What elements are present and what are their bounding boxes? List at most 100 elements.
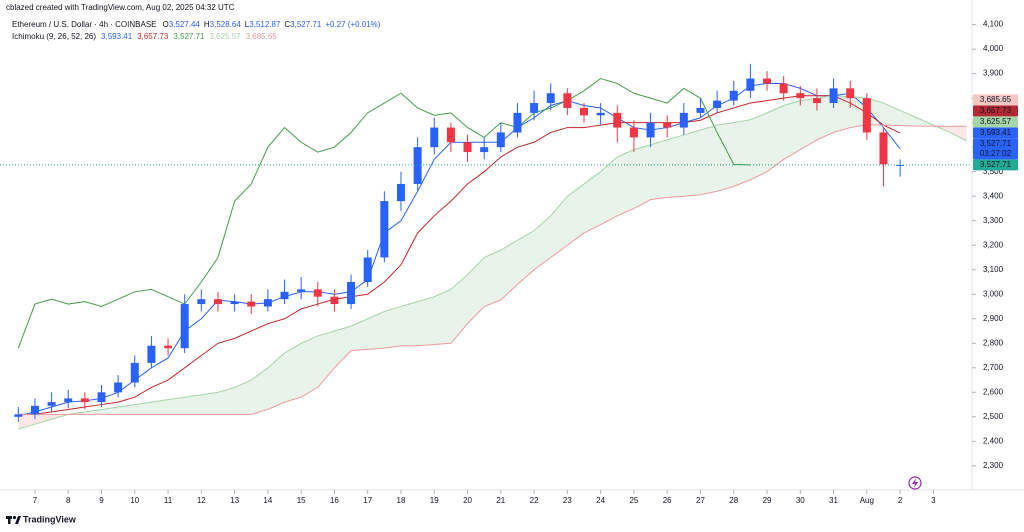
- y-tick-label: 2,600: [983, 387, 1004, 396]
- cloud: [700, 125, 718, 195]
- candle-body: [114, 382, 123, 393]
- x-tick-label: 25: [629, 496, 638, 505]
- y-tick-label: 2,300: [983, 461, 1004, 470]
- cloud: [650, 139, 668, 200]
- symbol: Ethereum / U.S. Dollar · 4h · COINBASE: [12, 20, 157, 29]
- candle-body: [64, 398, 73, 403]
- cloud: [900, 110, 917, 127]
- x-tick-label: 23: [563, 496, 572, 505]
- y-tick-label: 2,900: [983, 314, 1004, 323]
- change: +0.27 (+0.01%): [325, 20, 380, 29]
- candle-body: [530, 103, 539, 113]
- cloud: [484, 250, 501, 307]
- cloud: [717, 122, 734, 192]
- cloud: [816, 95, 834, 140]
- indicator-name: Ichimoku (9, 26, 52, 26): [12, 32, 96, 41]
- candle-body: [862, 98, 871, 133]
- cloud: [301, 335, 318, 398]
- indicator-value: 3,625.57: [209, 32, 241, 41]
- x-tick-label: 9: [99, 496, 104, 505]
- x-tick-label: 13: [230, 496, 239, 505]
- y-tick-label: 4,100: [983, 20, 1004, 29]
- x-tick-label: 12: [197, 496, 206, 505]
- cloud: [367, 311, 385, 350]
- x-tick-label: 16: [330, 496, 339, 505]
- cloud: [384, 306, 401, 349]
- x-tick-label: 18: [397, 496, 406, 505]
- candle-body: [413, 147, 422, 184]
- candle-body: [580, 107, 588, 116]
- logo-part: [12, 515, 17, 520]
- candle-body: [297, 289, 306, 292]
- x-tick-label: 17: [363, 496, 372, 505]
- candle-body: [247, 301, 256, 307]
- y-tick-label: 2,700: [983, 363, 1004, 372]
- ohlc-key: C: [284, 20, 290, 29]
- cloud: [217, 387, 235, 415]
- cloud: [950, 126, 967, 141]
- ohlc-value: 3,527.44: [169, 20, 201, 29]
- ohlc-key: H: [204, 20, 210, 29]
- price-tag-timer: 03:27:02: [980, 149, 1012, 158]
- cloud: [417, 296, 435, 346]
- candle-body: [230, 301, 239, 305]
- candle-body: [30, 405, 39, 415]
- x-tick-label: 21: [496, 496, 505, 505]
- indicator-value: 3,527.71: [173, 32, 205, 41]
- candle-body: [164, 345, 173, 349]
- cloud: [400, 301, 418, 346]
- price-tag-label: 3,593.41: [980, 128, 1012, 137]
- y-tick-label: 3,900: [983, 69, 1004, 78]
- price-tag: [973, 105, 1018, 117]
- candle-body: [80, 398, 89, 403]
- candle-body: [763, 78, 772, 84]
- candle-body: [396, 183, 405, 202]
- cloud: [134, 402, 152, 415]
- x-tick-label: 19: [430, 496, 439, 505]
- cloud: [234, 380, 252, 415]
- candle-body: [280, 291, 289, 300]
- x-tick-label: 8: [66, 496, 71, 505]
- price-tag: [973, 138, 1018, 160]
- price-tag-label: 3,657.73: [980, 106, 1012, 115]
- x-tick-label: 7: [33, 496, 38, 505]
- cloud: [334, 326, 352, 368]
- ohlc-key: L: [245, 20, 250, 29]
- cloud: [34, 414, 52, 425]
- x-tick-label: 27: [696, 496, 705, 505]
- footer-brand: TradingView: [23, 514, 77, 524]
- y-tick-label: 4,000: [983, 44, 1004, 53]
- cloud: [251, 367, 268, 415]
- cloud: [733, 119, 751, 187]
- price-tag: [973, 159, 1018, 171]
- x-tick-label: 2: [898, 496, 903, 505]
- x-tick-label: Aug: [860, 496, 874, 505]
- cloud: [833, 95, 851, 133]
- candle-body: [47, 402, 56, 406]
- candle-body: [646, 122, 655, 138]
- cloud: [667, 134, 684, 198]
- price-tag: [973, 116, 1018, 128]
- ohlc-value: 3,527.71: [290, 20, 322, 29]
- alert-icon-bolt: [912, 478, 918, 488]
- x-tick-label: 31: [829, 496, 838, 505]
- y-tick-label: 2,500: [983, 412, 1004, 421]
- candle-body: [463, 142, 472, 153]
- cloud: [567, 183, 584, 246]
- candle-body: [696, 107, 705, 113]
- x-tick-label: 29: [763, 496, 772, 505]
- cloud: [151, 399, 169, 415]
- price-tag-label: 3,685.65: [980, 95, 1012, 104]
- x-tick-label: 10: [130, 496, 139, 505]
- candle-body: [879, 132, 888, 165]
- indicator-line: [18, 124, 967, 415]
- cloud: [767, 105, 784, 172]
- candle-body: [330, 296, 339, 305]
- indicator-line: [18, 95, 967, 430]
- cloud: [434, 289, 451, 345]
- cloud: [600, 156, 618, 225]
- y-tick-label: 2,800: [983, 338, 1004, 347]
- indicator-value: 3,593.41: [101, 32, 133, 41]
- candle-body: [313, 289, 322, 297]
- x-tick-label: 24: [596, 496, 605, 505]
